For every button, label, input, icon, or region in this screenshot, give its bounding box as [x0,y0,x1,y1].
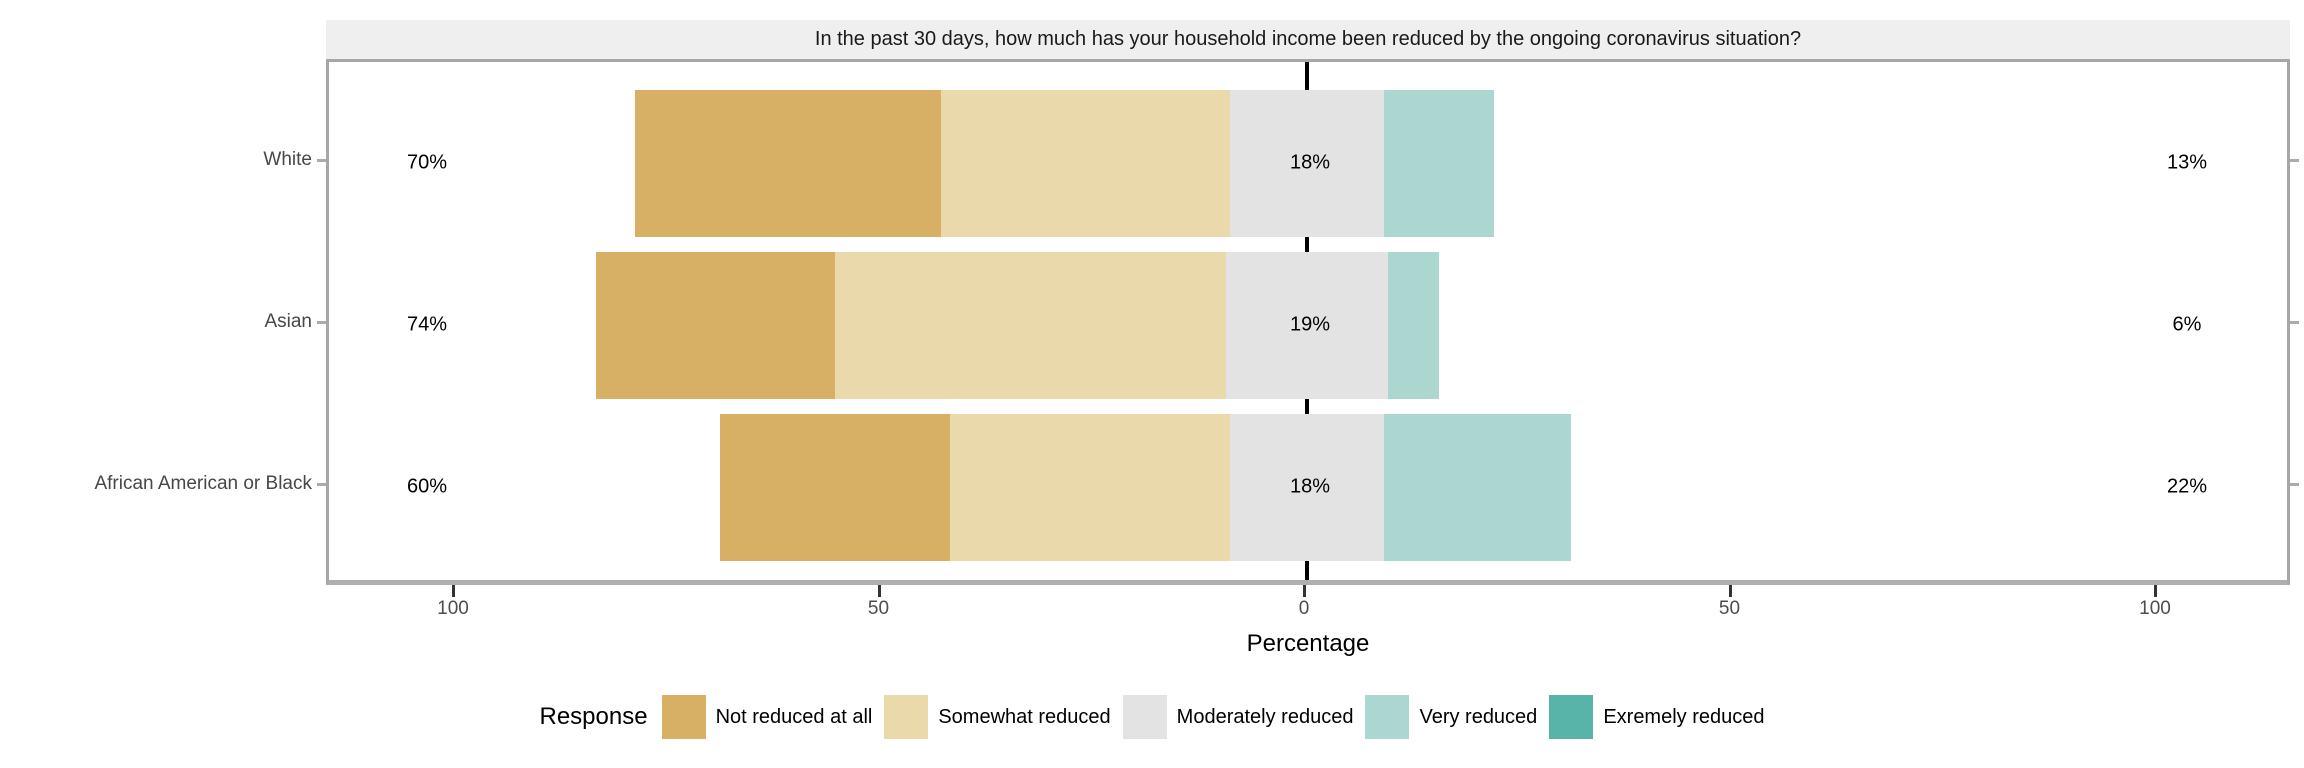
bar-segment [941,89,1231,237]
legend: Response Not reduced at all Somewhat redu… [0,693,2304,741]
neutral-label: 18% [1289,151,1331,174]
y-tick-left [317,321,326,324]
category-label: African American or Black [94,473,312,494]
legend-label: Not reduced at all [715,705,873,728]
legend-item: Very reduced [1365,695,1537,739]
x-tick [1303,585,1306,597]
chart-title: In the past 30 days, how much has your h… [814,28,1802,50]
legend-swatch [1122,695,1167,739]
x-tick [2154,585,2157,597]
left-total-label: 74% [406,313,448,336]
bar-row [719,413,1571,561]
right-total-label: 22% [2166,475,2208,498]
left-total-label: 60% [406,475,448,498]
legend-item: Exremely reduced [1549,695,1765,739]
legend-item: Moderately reduced [1122,695,1354,739]
legend-swatch [1549,695,1594,739]
legend-label: Very reduced [1419,705,1538,728]
y-tick-right [2290,483,2299,486]
bar-segment [634,89,942,237]
bar-segment [1383,89,1495,237]
y-tick-left [317,159,326,162]
x-tick-label: 100 [2139,598,2171,619]
legend-label: Somewhat reduced [938,705,1111,728]
x-tick-label: 100 [437,598,469,619]
x-tick [877,585,881,597]
legend-label: Exremely reduced [1603,705,1765,728]
y-tick-right [2290,321,2299,324]
category-label: White [263,149,312,170]
left-total-label: 70% [406,151,448,174]
legend-label: Moderately reduced [1176,705,1354,728]
bar-row [596,251,1439,399]
y-tick-right [2290,159,2299,162]
bar-segment [719,413,950,561]
category-label: Asian [264,311,312,332]
bar-segment [949,413,1231,561]
legend-swatch [884,695,929,739]
x-tick [452,585,455,597]
bar-segment [1226,251,1388,399]
right-total-label: 13% [2166,151,2208,174]
facet-strip: In the past 30 days, how much has your h… [326,20,2290,59]
x-tick [1728,585,1732,597]
right-total-label: 6% [2172,313,2202,336]
y-tick-left [317,483,326,486]
x-axis-title: Percentage [1246,630,1370,657]
legend-swatch [1365,695,1410,739]
legend-items: Not reduced at all Somewhat reduced Modera… [661,695,1765,739]
bar-segment [1383,413,1571,561]
legend-title: Response [539,703,648,730]
bar-segment [1230,413,1384,561]
x-tick-label: 0 [1298,598,1310,619]
x-tick-label: 50 [867,598,890,619]
bar-row [634,89,1495,237]
legend-swatch [661,695,706,739]
neutral-label: 18% [1289,475,1331,498]
x-tick-label: 50 [1718,598,1741,619]
legend-item: Somewhat reduced [884,695,1111,739]
bar-segment [1230,89,1384,237]
plot-panel: 70% 18% 13% 74% 19% 6% 60% 18% 22% [326,59,2290,585]
legend-item: Not reduced at all [661,695,873,739]
bar-segment [834,251,1227,399]
bar-segment [1387,251,1439,399]
neutral-label: 19% [1289,313,1331,336]
bar-segment [596,251,835,399]
